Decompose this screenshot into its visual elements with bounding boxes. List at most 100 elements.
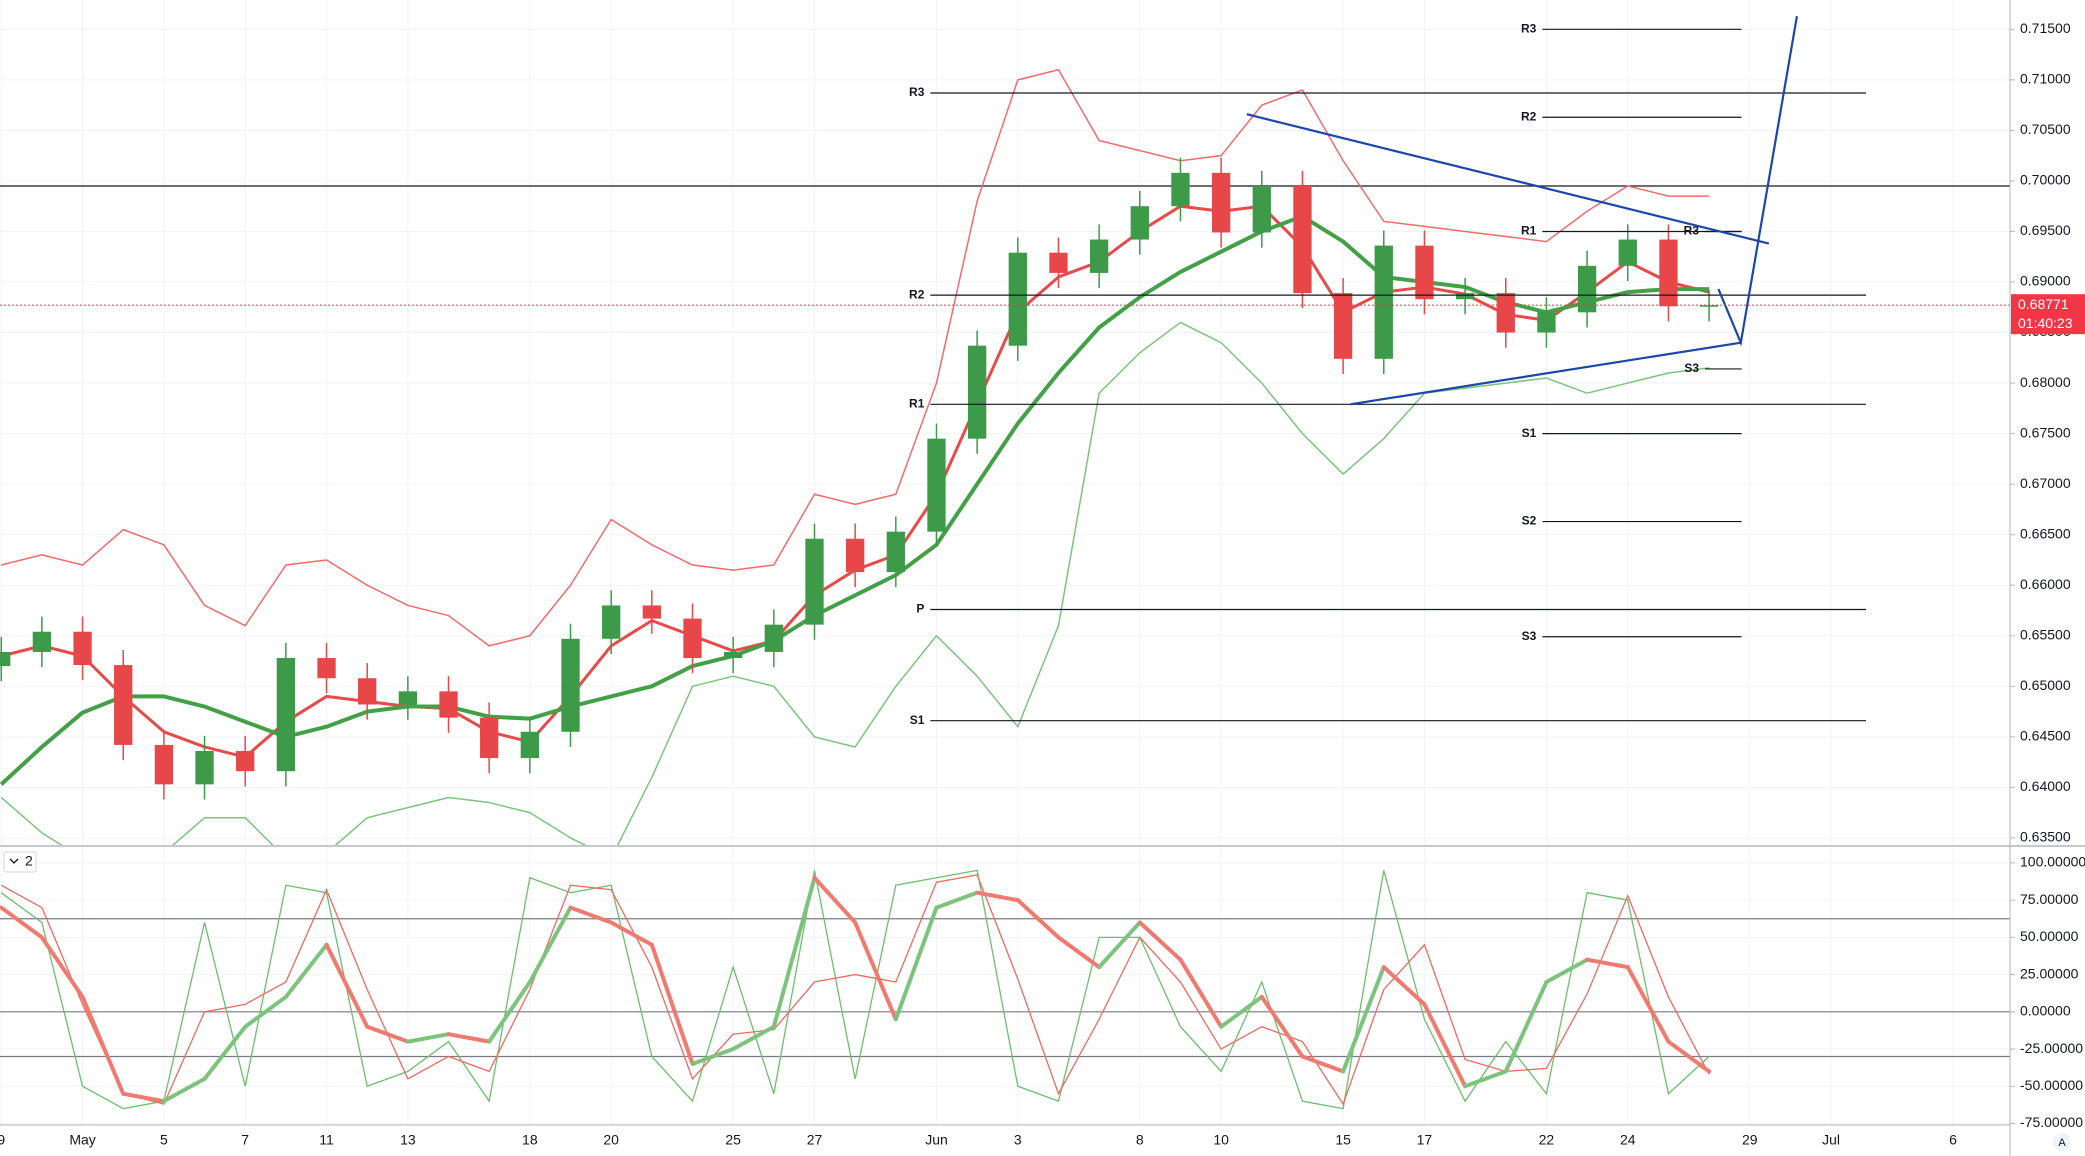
- thick-segment: [1178, 957, 1224, 1029]
- y-tick-label: 0.67500: [2020, 424, 2071, 440]
- candle-body: [602, 605, 621, 639]
- y-tick-label: 0.69500: [2020, 222, 2071, 238]
- candle-body: [1699, 305, 1719, 307]
- x-tick-label: 7: [241, 1132, 249, 1148]
- oscillator-line: [0, 874, 1710, 1106]
- candle-body: [480, 717, 499, 759]
- y-tick-label: 0.66000: [2020, 576, 2071, 592]
- thick-segment: [446, 1032, 492, 1044]
- x-tick-label: 24: [1620, 1132, 1636, 1148]
- thick-segment: [690, 1047, 736, 1066]
- axes: 9 May 5 7 11 13 18 20 25 27 Jun 3 8 10 15 17 22 24 29 Jul 6 0…: [0, 20, 2085, 1148]
- x-tick-label: 15: [1335, 1132, 1351, 1148]
- candle-body: [439, 691, 458, 718]
- y-tick-label: 0.64500: [2020, 728, 2071, 744]
- y-tick-label: 0.64000: [2020, 778, 2071, 794]
- y-tick-label: 0.68000: [2020, 374, 2071, 390]
- candle-body: [967, 345, 987, 439]
- candle-body: [114, 665, 133, 745]
- indicator-legend[interactable]: 2: [3, 851, 37, 873]
- thick-segment: [1503, 980, 1549, 1074]
- x-tick-label: 3: [1014, 1132, 1022, 1148]
- candle-body: [154, 744, 174, 785]
- button-label[interactable]: A: [2058, 1137, 2066, 1149]
- button-bg[interactable]: [2053, 1133, 2071, 1151]
- thick-segment: [487, 980, 532, 1044]
- candle-body: [1049, 252, 1068, 273]
- y-tick-label: 0.71500: [2020, 20, 2071, 36]
- thick-segment: [405, 1032, 451, 1044]
- thick-segment: [1015, 898, 1061, 940]
- y-tick-label: 0.70500: [2020, 121, 2071, 137]
- y-tick-label: 0.00000: [2020, 1003, 2071, 1019]
- chevron[interactable]: [9, 858, 19, 864]
- y-tick-label: 75.00000: [2020, 891, 2079, 907]
- candle-body: [1171, 172, 1190, 207]
- pivot-label: R3: [1521, 21, 1537, 35]
- thick-segment: [283, 942, 329, 999]
- pivot-label: S3: [1684, 361, 1699, 375]
- candle-body: [1618, 239, 1637, 266]
- candle-body: [1130, 206, 1149, 240]
- candle-body: [1374, 245, 1393, 359]
- thick-segment: [121, 1091, 166, 1104]
- thick-segment: [161, 1076, 207, 1104]
- pivot-label: R1: [909, 396, 925, 410]
- candle-body: [195, 750, 214, 785]
- price-pane: R3 R2 R1 P S1 R3 R2 R1 S1 S2 S3 R3 S3: [0, 0, 2010, 845]
- auto-scale-button[interactable]: A: [2053, 1133, 2071, 1151]
- thick-segment: [527, 905, 573, 985]
- y-tick-label: 25.00000: [2020, 965, 2079, 981]
- y-tick-label: 0.67000: [2020, 475, 2071, 491]
- y-tick-label: 0.66500: [2020, 525, 2071, 541]
- x-tick-label: 9: [0, 1132, 5, 1148]
- oscillator-line: [0, 869, 1710, 1110]
- y-tick-label: 0.63500: [2020, 829, 2071, 845]
- x-tick-label: 13: [400, 1132, 416, 1148]
- y-tick-label: 0.71000: [2020, 71, 2071, 87]
- candle-body: [358, 678, 377, 705]
- last-price-label: 0.68771: [2018, 296, 2069, 312]
- thick-segment: [243, 994, 288, 1029]
- candle-body: [0, 651, 11, 667]
- x-tick-label: 6: [1949, 1132, 1957, 1148]
- thick-segment: [893, 905, 939, 1022]
- candle-body: [317, 658, 336, 679]
- x-tick-label: 8: [1136, 1132, 1144, 1148]
- thick-segment: [0, 905, 44, 940]
- x-tick-label: 18: [522, 1132, 538, 1148]
- thick-segment: [975, 890, 1020, 903]
- indicator-line: [1, 68, 1710, 647]
- x-tick-label: Jul: [1822, 1132, 1840, 1148]
- thick-segment: [1422, 1002, 1468, 1089]
- candle-body: [561, 638, 580, 732]
- legend-label[interactable]: 2: [25, 853, 33, 869]
- candle-body: [520, 731, 539, 759]
- candle-body: [276, 658, 296, 772]
- candle-body: [1577, 265, 1597, 313]
- pivot-label: R3: [909, 85, 925, 99]
- candle-body: [1293, 185, 1312, 294]
- candle-body: [32, 631, 52, 652]
- thick-segment: [1625, 965, 1671, 1044]
- y-tick-label: 0.70000: [2020, 172, 2071, 188]
- thick-segment: [1056, 935, 1102, 970]
- candle-body: [805, 538, 824, 625]
- candle-body: [398, 691, 418, 705]
- y-tick-label: 0.65000: [2020, 677, 2071, 693]
- trendline: [1350, 341, 1741, 406]
- thick-segment: [1381, 965, 1427, 1007]
- x-tick-label: 22: [1539, 1132, 1555, 1148]
- x-tick-label: 27: [807, 1132, 823, 1148]
- thick-segment: [1097, 920, 1142, 970]
- x-tick-label: 29: [1742, 1132, 1758, 1148]
- x-tick-label: 11: [319, 1132, 334, 1148]
- pivot-label: S2: [1522, 514, 1537, 528]
- legend-box[interactable]: [3, 851, 37, 873]
- pivot-label: S1: [1522, 426, 1537, 440]
- thick-segment: [1137, 920, 1183, 962]
- x-tick-label: May: [69, 1132, 95, 1148]
- thick-segment: [812, 875, 858, 925]
